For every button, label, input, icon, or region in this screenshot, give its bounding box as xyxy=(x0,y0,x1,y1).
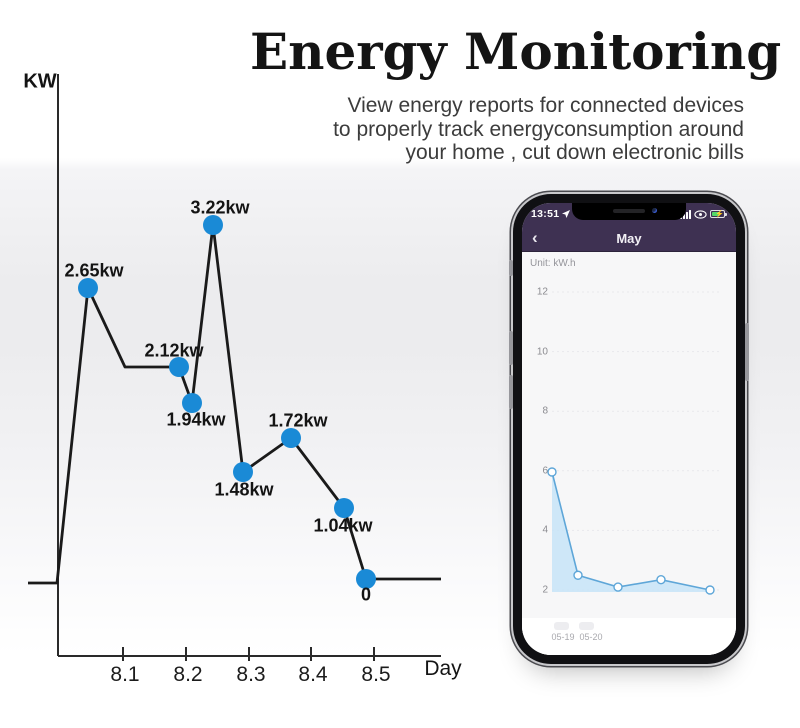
nav-bar: ‹ May xyxy=(522,225,736,252)
subtitle-line-1: View energy reports for connected device… xyxy=(347,94,745,117)
point-label: 1.48kw xyxy=(214,479,274,500)
back-chevron-icon[interactable]: ‹ xyxy=(532,228,538,247)
app-y-tick-label: 8 xyxy=(542,405,548,417)
eye-icon xyxy=(694,209,707,219)
subtitle-line-3: your home , cut down electronic bills xyxy=(405,141,745,164)
point-label: 2.65kw xyxy=(64,260,124,281)
point-label: 1.94kw xyxy=(166,409,226,430)
app-y-tick-label: 4 xyxy=(542,524,548,536)
app-chart-area: Unit: kW.h 12 10 8 6 4 2 05-19 05-20 xyxy=(522,252,736,655)
ghost-pill xyxy=(554,622,569,630)
app-y-tick-label: 10 xyxy=(536,346,548,358)
subtitle-line-2: to properly track energyconsumption arou… xyxy=(333,117,744,141)
phone-power-button xyxy=(745,323,749,381)
front-camera xyxy=(652,208,657,213)
app-y-tick-label: 2 xyxy=(542,584,548,596)
x-tick-label: 8.3 xyxy=(236,663,266,686)
status-time: 13:51 xyxy=(531,208,560,220)
x-axis-title: Day xyxy=(424,657,462,680)
app-y-tick-label: 6 xyxy=(542,465,548,477)
app-header: 13:51 xyxy=(522,203,736,252)
point-label: 3.22kw xyxy=(190,197,250,218)
x-tick-label: 8.4 xyxy=(298,663,328,686)
phone-screen: 13:51 xyxy=(522,203,736,655)
x-tick-label: 8.5 xyxy=(361,663,391,686)
ghost-pill xyxy=(579,622,594,630)
phone-notch xyxy=(572,203,686,220)
page-subtitle: View energy reports for connected device… xyxy=(333,94,744,165)
status-icons: ⚡ xyxy=(680,209,727,219)
app-chart-footer: 05-19 05-20 xyxy=(522,618,736,655)
phone-mute-switch xyxy=(509,260,513,276)
app-x-tick-label: 05-20 xyxy=(579,632,603,642)
page-title: Energy Monitoring xyxy=(250,22,782,81)
unit-label: Unit: kW.h xyxy=(530,258,576,269)
battery-charging-icon: ⚡ xyxy=(710,210,727,218)
point-label: 1.72kw xyxy=(268,410,328,431)
point-label: 1.04kw xyxy=(313,515,373,536)
energy-line-chart-canvas xyxy=(28,74,441,661)
y-axis-title: KW xyxy=(23,70,57,93)
status-bar: 13:51 xyxy=(522,203,736,225)
phone-mockup: 13:51 xyxy=(509,194,749,664)
point-label: 0 xyxy=(360,584,372,605)
point-label: 2.12kw xyxy=(144,340,204,361)
phone-volume-down-button xyxy=(509,375,513,409)
energy-line-chart: 2.65kw 2.12kw 1.94kw 3.22kw 1.48kw 1.72kw 1.04… xyxy=(23,70,462,687)
x-tick-label: 8.2 xyxy=(173,663,203,686)
speaker-slot xyxy=(613,209,645,213)
location-arrow-icon xyxy=(562,210,571,218)
app-line-chart xyxy=(547,291,722,595)
app-y-tick-label: 12 xyxy=(536,286,548,298)
nav-title: May xyxy=(616,230,642,246)
app-x-tick-label: 05-19 xyxy=(551,632,575,642)
x-tick-label: 8.1 xyxy=(110,663,140,686)
phone-volume-up-button xyxy=(509,331,513,365)
